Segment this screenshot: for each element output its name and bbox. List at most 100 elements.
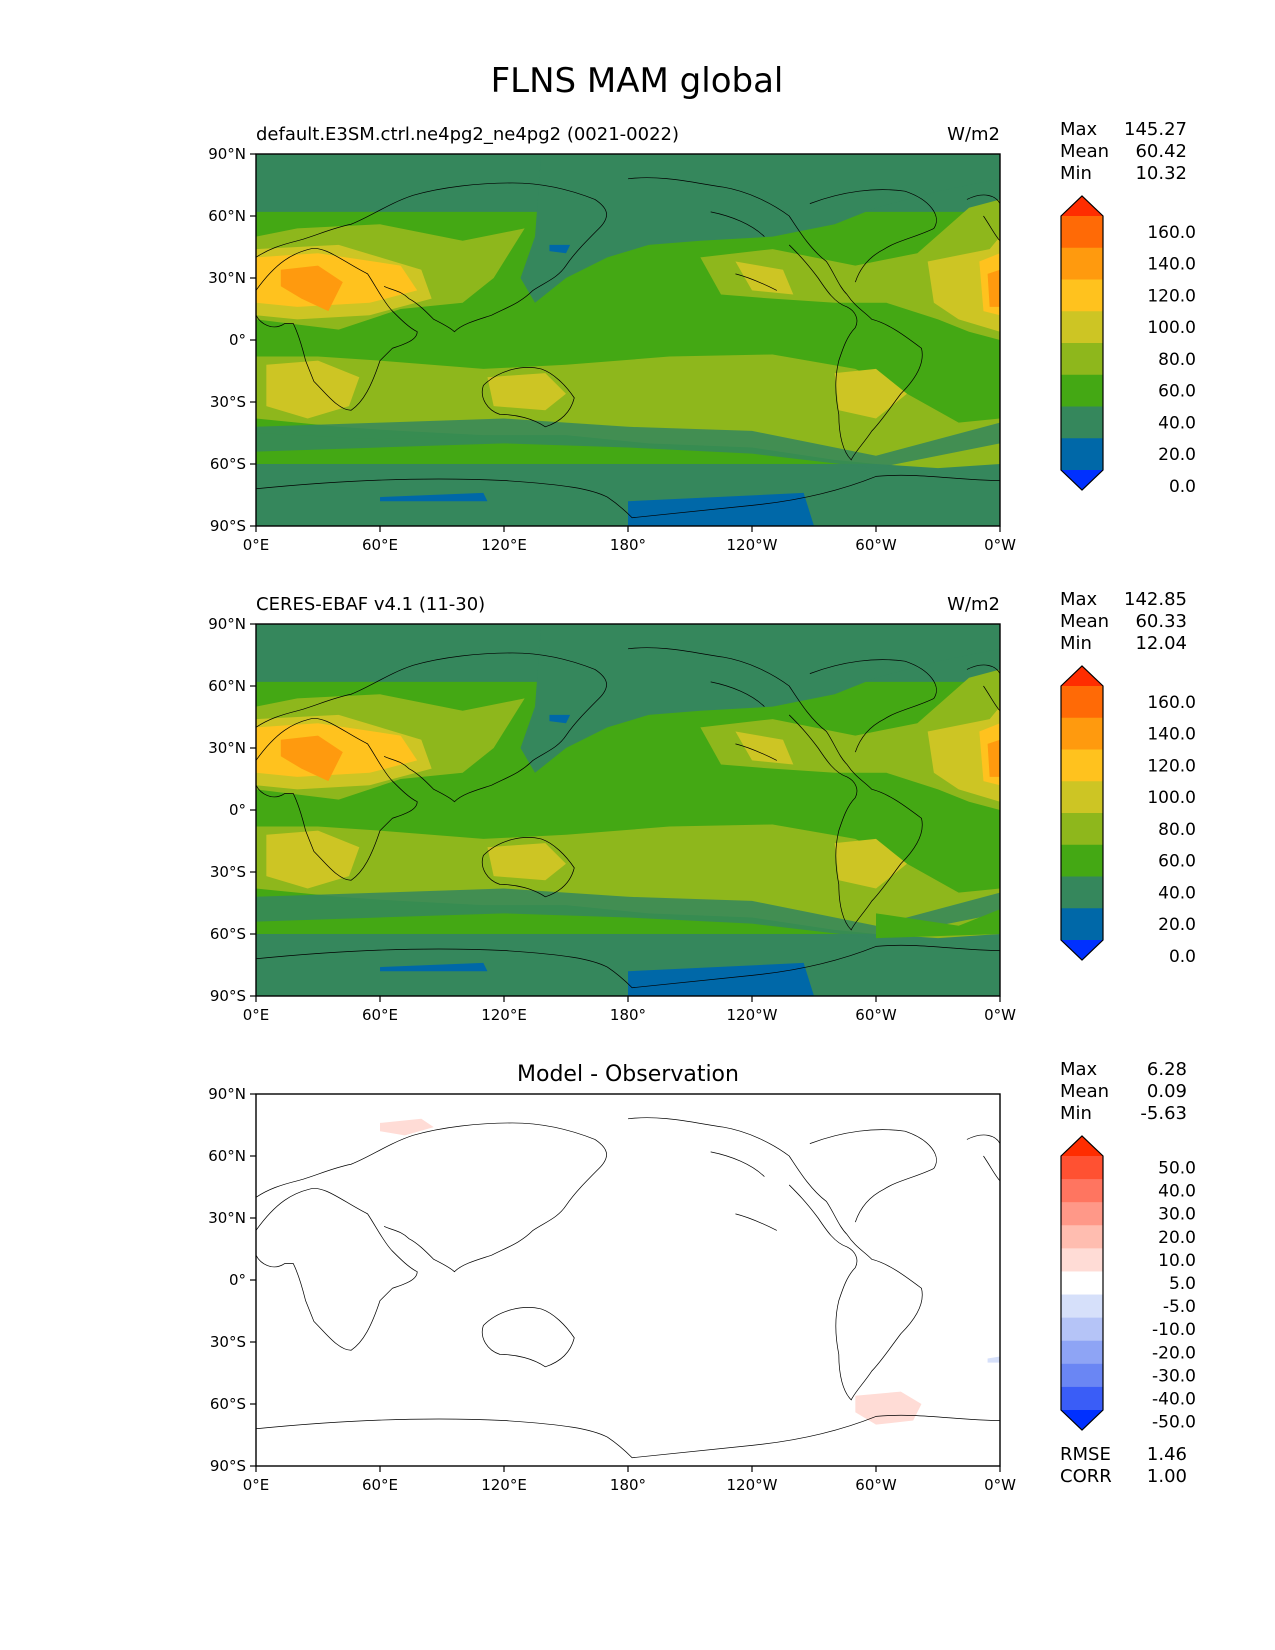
colorbar-label: 100.0 — [1147, 788, 1196, 808]
colorbar-label: 40.0 — [1158, 883, 1196, 903]
panel-test-ticks: 90°N 60°N 30°N 0° 30°S 60°S 90°S 0°E 60°E 120°E 1… — [208, 145, 1016, 554]
field-npacific-low — [520, 154, 1000, 303]
stat-label-max: Max — [1060, 119, 1098, 140]
panel-test-xticks: 0°E 60°E 120°E 180° 120°W 60°W 0°W — [243, 526, 1016, 554]
field-npacific-low — [520, 624, 1000, 773]
field-npac-east-80 — [735, 731, 794, 765]
panel-difference-stats: Max 6.28 Mean 0.09 Min -5.63 — [1060, 1059, 1187, 1124]
colorbar-label: 30.0 — [1158, 1205, 1196, 1225]
stat-value-min: 10.32 — [1135, 163, 1187, 184]
colorbar-extend-max — [1061, 1136, 1103, 1156]
field-australia-80 — [487, 843, 566, 881]
panel-reference-ticks: 90°N 60°N 30°N 0° 30°S 60°S 90°S 0°E 60°E 120°E 1… — [208, 615, 1016, 1024]
metric-value-rmse: 1.46 — [1147, 1444, 1187, 1465]
colorbar-label: -40.0 — [1152, 1389, 1196, 1409]
field-npac-east-80 — [735, 261, 794, 295]
panel-test-colorbar: 160.0 140.0 120.0 100.0 80.0 60.0 40.0 20.0 0.0 — [1060, 195, 1196, 497]
ytick-label: 30°N — [208, 1209, 246, 1227]
field-diff-antarctic-pen — [855, 1391, 922, 1425]
panel-test: default.E3SM.ctrl.ne4pg2_ne4pg2 (0021-00… — [208, 119, 1196, 554]
field-subtrop-s-1 — [256, 354, 1000, 469]
field-subtrop-n-2 — [700, 669, 1000, 810]
colorbar-outline — [1060, 665, 1104, 961]
ytick-label: 30°S — [210, 393, 246, 411]
colorbar-level — [1061, 279, 1103, 312]
colorbar-label: 60.0 — [1158, 852, 1196, 872]
stat-label-min: Min — [1060, 163, 1092, 184]
field-sam-80 — [834, 838, 907, 889]
colorbar-level — [1061, 247, 1103, 280]
colorbar-extend-min — [1061, 1410, 1103, 1430]
colorbar-level — [1061, 1156, 1103, 1180]
colorbar-outline — [1060, 195, 1104, 491]
panel-reference-units: W/m2 — [947, 594, 1000, 615]
colorbar-level — [1061, 844, 1103, 877]
colorbar-level — [1061, 438, 1103, 471]
metric-label-corr: CORR — [1060, 1466, 1112, 1487]
ytick-label: 90°S — [210, 1457, 246, 1475]
panel-test-title: default.E3SM.ctrl.ne4pg2_ne4pg2 (0021-00… — [256, 124, 679, 145]
ytick-label: 60°S — [210, 455, 246, 473]
stat-value-max: 145.27 — [1124, 119, 1187, 140]
metric-value-corr: 1.00 — [1147, 1466, 1187, 1487]
colorbar-level — [1061, 374, 1103, 407]
field-antarctic-20 — [628, 492, 814, 526]
xtick-label: 60°E — [362, 536, 398, 554]
panel-reference-xticks: 0°E 60°E 120°E 180° 120°W 60°W 0°W — [243, 996, 1016, 1024]
field-soc-band-40 — [256, 418, 1000, 469]
ytick-label: 90°N — [208, 615, 246, 633]
xtick-label: 120°W — [727, 1476, 778, 1494]
colorbar-level — [1061, 216, 1103, 249]
field-soc-band-40 — [256, 888, 1000, 939]
colorbar-extend-min — [1061, 470, 1103, 490]
field-safrica-80 — [266, 830, 360, 889]
field-sam-80 — [834, 368, 907, 419]
stat-label-mean: Mean — [1060, 611, 1109, 632]
colorbar-level — [1061, 1363, 1103, 1388]
xtick-label: 120°W — [727, 1006, 778, 1024]
ytick-label: 90°S — [210, 987, 246, 1005]
panel-test-stats: Max 145.27 Mean 60.42 Min 10.32 — [1060, 119, 1187, 184]
xtick-label: 0°E — [243, 536, 270, 554]
figure-title: FLNS MAM global — [491, 61, 784, 101]
ytick-label: 0° — [229, 801, 246, 819]
metric-label-rmse: RMSE — [1060, 1444, 1111, 1465]
xtick-label: 120°E — [481, 536, 527, 554]
colorbar-level — [1061, 813, 1103, 846]
stat-value-min: -5.63 — [1140, 1103, 1187, 1124]
panel-test-map — [255, 153, 1001, 527]
xtick-label: 120°E — [481, 1006, 527, 1024]
xtick-label: 0°E — [243, 1006, 270, 1024]
field-sahara-120 — [280, 265, 343, 312]
colorbar-label: 0.0 — [1169, 477, 1196, 497]
colorbar-label: -10.0 — [1152, 1320, 1196, 1340]
colorbar-label: 80.0 — [1158, 820, 1196, 840]
stat-label-mean: Mean — [1060, 141, 1109, 162]
colorbar-label: 120.0 — [1147, 286, 1196, 306]
ytick-label: 30°N — [208, 739, 246, 757]
colorbar-level — [1061, 311, 1103, 344]
field-sahara-120 — [280, 735, 343, 782]
panel-reference-map — [255, 623, 1001, 997]
xtick-label: 0°W — [984, 1476, 1016, 1494]
colorbar-label: 160.0 — [1147, 693, 1196, 713]
field-safrica-80 — [266, 360, 360, 419]
xtick-label: 0°W — [984, 536, 1016, 554]
ytick-label: 90°S — [210, 517, 246, 535]
colorbar-label: -20.0 — [1152, 1343, 1196, 1363]
field-southern-band — [876, 909, 1000, 939]
colorbar-label: 20.0 — [1158, 445, 1196, 465]
stat-value-min: 12.04 — [1135, 633, 1187, 654]
colorbar-extend-min — [1061, 940, 1103, 960]
ytick-label: 30°S — [210, 1333, 246, 1351]
ytick-label: 60°N — [208, 677, 246, 695]
panel-difference-title: Model - Observation — [517, 1062, 739, 1087]
colorbar-label: 100.0 — [1147, 318, 1196, 338]
xtick-label: 60°W — [855, 1476, 897, 1494]
ytick-label: 60°N — [208, 1147, 246, 1165]
stat-value-max: 6.28 — [1147, 1059, 1187, 1080]
xtick-label: 60°W — [855, 1006, 897, 1024]
colorbar-label: 40.0 — [1158, 413, 1196, 433]
panel-difference-ticks: 90°N 60°N 30°N 0° 30°S 60°S 90°S 0°E 60°E 120°E 1… — [208, 1085, 1016, 1494]
colorbar-label: 160.0 — [1147, 223, 1196, 243]
